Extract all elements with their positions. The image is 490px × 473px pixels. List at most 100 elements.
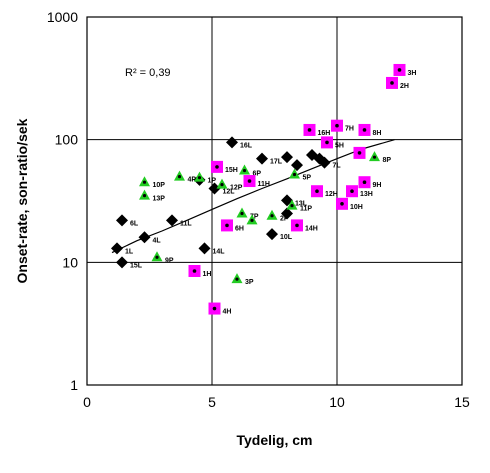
diamond-marker — [116, 256, 128, 269]
square-marker-center — [362, 128, 367, 132]
triangle-marker-center — [142, 193, 147, 198]
point-label: 4P — [188, 177, 197, 184]
square-marker-center — [325, 140, 329, 145]
square-marker-center — [247, 179, 252, 183]
diamond-marker — [226, 136, 238, 149]
square-marker-center — [357, 151, 362, 155]
point-label: 3H — [408, 70, 417, 77]
diamond-marker — [291, 159, 303, 172]
x-axis-title: Tydelig, cm — [237, 432, 313, 448]
square-marker-center — [340, 202, 344, 206]
point-label: 12H — [325, 191, 338, 198]
x-tick-label: 5 — [208, 394, 216, 410]
point-label: 14H — [305, 225, 318, 232]
point-label: 11L — [180, 220, 192, 227]
triangle-marker-center — [372, 155, 377, 159]
diamond-marker — [313, 152, 326, 165]
point-label: 11H — [258, 181, 270, 188]
diamond-marker — [111, 242, 123, 255]
y-tick-label: 1 — [70, 377, 78, 393]
x-tick-label: 10 — [329, 394, 345, 410]
square-marker-center — [212, 306, 217, 311]
trend-line — [111, 139, 395, 254]
triangle-marker-center — [290, 204, 294, 208]
point-label: 13P — [153, 196, 166, 203]
diamond-marker — [256, 152, 268, 165]
point-label: 15H — [225, 167, 238, 174]
grid-lines — [87, 17, 462, 385]
triangle-marker-center — [155, 255, 159, 259]
point-label: 1H — [203, 271, 212, 278]
triangle-marker-center — [270, 214, 274, 218]
y-tick-label: 1000 — [47, 9, 78, 25]
point-label: 4L — [153, 237, 162, 244]
triangle-marker-center — [242, 168, 247, 173]
diamond-marker — [166, 214, 178, 227]
square-marker-center — [215, 165, 219, 169]
point-label: 12L — [223, 188, 236, 195]
point-label: 9P — [165, 257, 174, 264]
plot-frame — [86, 16, 463, 386]
square-marker-center — [335, 123, 339, 128]
point-label: 16L — [240, 142, 253, 149]
diamond-marker — [116, 214, 128, 227]
point-label: 12P — [230, 185, 243, 192]
triangle-marker-center — [250, 218, 254, 222]
y-tick-label: 10 — [62, 254, 78, 270]
r-squared-annotation: R² = 0,39 — [125, 67, 171, 79]
point-label: 5H — [335, 142, 344, 149]
square-marker-center — [307, 128, 312, 132]
triangle-marker-center — [235, 277, 239, 281]
triangle-marker-center — [240, 211, 244, 216]
point-label: 1P — [208, 178, 217, 185]
point-label: 8H — [373, 130, 382, 137]
point-label: 4H — [223, 309, 232, 316]
point-label: 5P — [303, 175, 312, 182]
y-tick-label: 100 — [55, 132, 79, 148]
square-marker-center — [315, 189, 319, 194]
square-marker-center — [350, 189, 354, 194]
triangle-marker-center — [142, 180, 147, 184]
square-marker-center — [362, 180, 367, 185]
point-label: 8P — [383, 157, 392, 164]
square-marker-center — [397, 68, 402, 72]
y-axis-title: Onset-rate, son-ratio/sek — [14, 118, 30, 283]
point-label: 2P — [280, 216, 289, 223]
diamond-marker — [266, 228, 278, 241]
point-label: 7H — [345, 126, 354, 133]
square-marker-center — [295, 223, 299, 228]
point-label: 7L — [333, 163, 342, 170]
point-label: 6H — [235, 225, 244, 232]
point-label: 15L — [130, 262, 143, 269]
diamond-marker — [138, 231, 151, 244]
triangle-marker-center — [292, 172, 297, 177]
point-label: 2H — [400, 83, 409, 90]
point-label: 10P — [153, 182, 166, 189]
point-label: 13L — [295, 200, 308, 207]
point-label: 1L — [125, 248, 134, 255]
point-label: 13H — [360, 191, 373, 198]
point-label: 10H — [350, 204, 363, 211]
square-marker-center — [225, 223, 229, 228]
axis-ticks: 0 5 10 15 1 10 100 1000 — [47, 9, 470, 410]
x-tick-label: 0 — [83, 394, 91, 410]
point-label: 6P — [253, 171, 262, 178]
square-marker-center — [192, 269, 197, 273]
triangle-marker-center — [197, 176, 202, 180]
diamond-marker — [208, 182, 221, 195]
point-label: 10L — [280, 234, 293, 241]
point-label: 7P — [250, 214, 259, 221]
point-label: 17L — [270, 159, 283, 166]
point-label: 16H — [318, 130, 331, 137]
point-label: 3P — [245, 279, 254, 286]
diamond-marker — [281, 207, 293, 220]
square-marker-center — [390, 81, 394, 85]
point-label: 9H — [373, 182, 382, 189]
point-label: 11P — [300, 206, 312, 213]
triangle-marker-center — [220, 183, 224, 187]
point-label: 6L — [130, 220, 139, 227]
x-tick-label: 15 — [454, 394, 470, 410]
diamond-marker — [198, 242, 211, 255]
data-points: 1L 4L 6L 15L 11L 14L 12L 16L 17L 7L 10L 13L 1P 2P 3P 4P… — [111, 63, 417, 316]
